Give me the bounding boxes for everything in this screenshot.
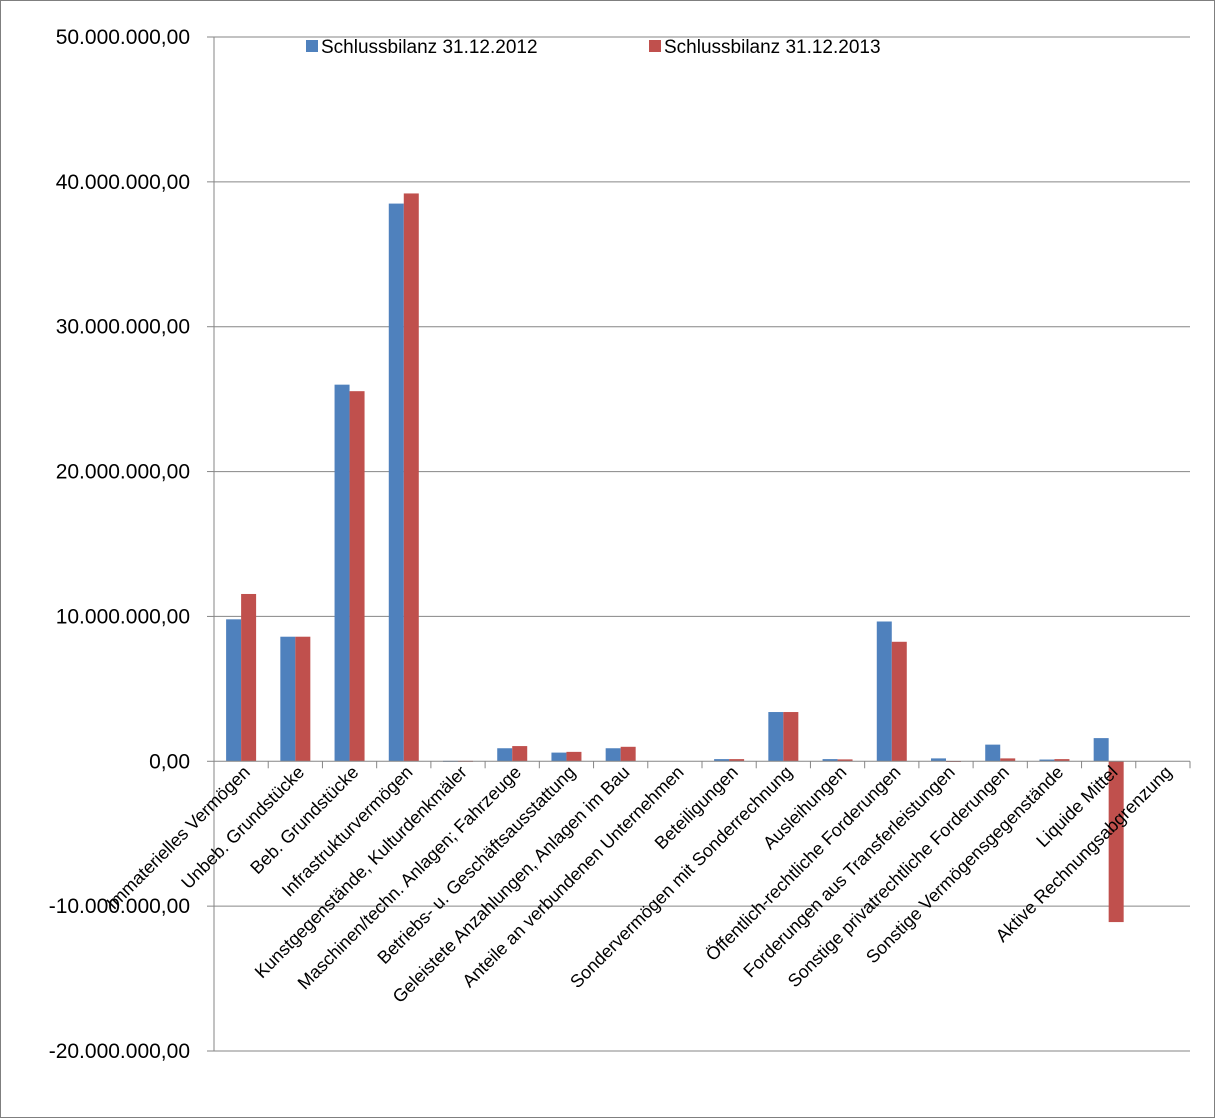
bar	[497, 748, 513, 762]
bar	[280, 636, 296, 762]
legend: Schlussbilanz 31.12.2012 Schlussbilanz 31…	[306, 37, 881, 58]
bar	[985, 744, 1001, 762]
bars	[226, 193, 1124, 923]
y-tick-label: 10.000.000,00	[56, 605, 190, 628]
bar	[1108, 761, 1124, 923]
x-category-label: Betriebs- u. Geschäftsausstattung	[373, 762, 579, 968]
legend-label: Schlussbilanz 31.12.2012	[321, 37, 538, 58]
y-tick-label: -20.000.000,00	[49, 1040, 190, 1063]
bar	[349, 391, 365, 762]
legend-swatch	[649, 40, 661, 52]
bar	[605, 748, 621, 762]
bar	[729, 759, 745, 762]
bar	[226, 619, 242, 762]
bar	[876, 621, 892, 762]
bar	[403, 193, 419, 762]
axes	[213, 37, 1191, 1051]
bar	[891, 641, 907, 762]
y-tick-label: -10.000.000,00	[49, 895, 190, 918]
bar	[783, 712, 799, 762]
bar	[334, 384, 350, 762]
bar	[714, 759, 730, 762]
bar	[1000, 758, 1016, 762]
bar	[295, 636, 311, 762]
bar	[1039, 759, 1055, 762]
y-axis-tick-labels: -20.000.000,00 -10.000.000,00 0,00 10.000.0…	[49, 26, 190, 1063]
bar	[768, 712, 784, 762]
y-tick-label: 30.000.000,00	[56, 316, 190, 339]
bar	[1093, 738, 1109, 762]
y-tick-label: 0,00	[149, 750, 190, 773]
bar	[241, 593, 257, 762]
legend-label: Schlussbilanz 31.12.2013	[664, 37, 881, 58]
x-category-label: Sonstige Vermögensgegenstände	[862, 762, 1067, 967]
bar	[512, 746, 528, 762]
x-category-label: Öffentlich-rechtliche Forderungen	[702, 762, 905, 965]
bar	[931, 758, 946, 762]
bar	[620, 746, 636, 762]
y-tick-label: 40.000.000,00	[56, 171, 190, 194]
gridlines	[207, 36, 1190, 1052]
bar	[822, 759, 838, 762]
bar	[566, 751, 582, 762]
bar	[551, 752, 567, 762]
legend-swatch	[306, 40, 318, 52]
bar	[837, 759, 853, 762]
bar	[1054, 759, 1070, 762]
y-tick-label: 50.000.000,00	[56, 26, 190, 49]
bar	[388, 203, 404, 762]
y-tick-label: 20.000.000,00	[56, 461, 190, 484]
